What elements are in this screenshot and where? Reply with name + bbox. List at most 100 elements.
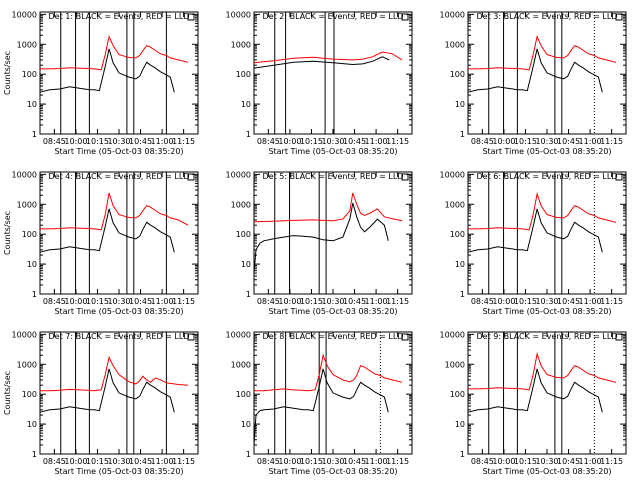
events-rate-line [467, 368, 603, 413]
lld-rate-line [253, 192, 403, 223]
x-tick-label: 10:30 [321, 457, 344, 466]
x-tick-label: 10:00 [492, 297, 515, 306]
y-axis-label: Counts/sec [3, 371, 12, 415]
x-tick-label: 08:45 [43, 457, 66, 466]
x-tick-label: 11:15 [386, 297, 409, 306]
panel-det6: Det 6: BLACK = Events, RED = LLD11010010… [440, 170, 627, 316]
events-rate-line [39, 208, 175, 253]
x-axis-label: Start Time (05-Oct-03 08:35:20) [268, 147, 397, 156]
y-tick-label: 10 [455, 420, 465, 429]
y-tick-label: 1 [460, 450, 465, 459]
lld-rate-line [40, 34, 189, 71]
x-tick-label: 10:45 [129, 457, 152, 466]
corner-box-icon [615, 13, 623, 21]
x-tick-label: 10:00 [492, 457, 515, 466]
y-tick-label: 1000 [445, 200, 465, 209]
x-tick-label: 10:45 [557, 297, 580, 306]
x-tick-label: 11:00 [365, 137, 388, 146]
y-tick-label: 10 [27, 260, 37, 269]
lld-rate-line [468, 34, 617, 71]
corner-box-icon [401, 333, 409, 341]
x-tick-label: 10:45 [343, 297, 366, 306]
x-tick-label: 10:30 [535, 297, 558, 306]
x-tick-label: 10:30 [321, 137, 344, 146]
x-tick-label: 10:00 [64, 297, 87, 306]
x-tick-label: 08:45 [257, 457, 280, 466]
lld-rate-line [468, 192, 617, 231]
x-tick-label: 10:15 [86, 457, 109, 466]
x-tick-label: 11:00 [365, 457, 388, 466]
x-axis-label: Start Time (05-Oct-03 08:35:20) [482, 467, 611, 476]
y-tick-label: 10 [27, 100, 37, 109]
y-tick-label: 1 [246, 450, 251, 459]
lld-rate-line [253, 51, 403, 64]
x-tick-label: 08:45 [471, 297, 494, 306]
y-tick-label: 100 [22, 390, 37, 399]
events-rate-line [39, 48, 175, 93]
x-tick-label: 10:15 [300, 137, 323, 146]
x-axis-label: Start Time (05-Oct-03 08:35:20) [482, 147, 611, 156]
x-tick-label: 10:15 [514, 297, 537, 306]
x-tick-label: 11:15 [172, 457, 195, 466]
y-tick-label: 1 [460, 290, 465, 299]
y-tick-label: 10 [27, 420, 37, 429]
y-tick-label: 100 [236, 230, 251, 239]
x-axis-label: Start Time (05-Oct-03 08:35:20) [268, 307, 397, 316]
x-tick-label: 11:00 [579, 137, 602, 146]
events-rate-line [467, 208, 603, 253]
x-tick-label: 11:00 [579, 457, 602, 466]
plot-frame [253, 171, 413, 295]
panel-det4: Det 4: BLACK = Events, RED = LLD11010010… [3, 170, 199, 316]
x-axis-label: Start Time (05-Oct-03 08:35:20) [54, 307, 183, 316]
x-tick-label: 08:45 [257, 297, 280, 306]
y-tick-label: 10000 [226, 170, 251, 179]
corner-box-icon [187, 333, 195, 341]
x-tick-label: 11:00 [579, 297, 602, 306]
x-tick-label: 10:45 [557, 137, 580, 146]
x-tick-label: 11:15 [600, 137, 623, 146]
y-tick-label: 100 [236, 70, 251, 79]
lld-rate-line [254, 353, 403, 392]
panel-det5: Det 5: BLACK = Events, RED = LLD11010010… [226, 170, 413, 316]
panel-det8: Det 8: BLACK = Events, RED = LLD11010010… [226, 330, 413, 476]
panel-det2: Det 2: BLACK = Events, RED = LLD11010010… [226, 10, 413, 156]
events-rate-line [467, 48, 603, 93]
y-tick-label: 1000 [231, 200, 251, 209]
y-tick-label: 100 [450, 230, 465, 239]
x-tick-label: 11:15 [600, 457, 623, 466]
x-tick-label: 08:45 [471, 457, 494, 466]
x-tick-label: 10:00 [278, 137, 301, 146]
y-tick-label: 1000 [17, 360, 37, 369]
lld-rate-line [40, 192, 189, 231]
y-tick-label: 1000 [231, 360, 251, 369]
x-tick-label: 10:45 [557, 457, 580, 466]
events-rate-line [253, 56, 390, 69]
panel-det9: Det 9: BLACK = Events, RED = LLD11010010… [440, 330, 627, 476]
y-tick-label: 100 [450, 390, 465, 399]
y-tick-label: 10000 [226, 330, 251, 339]
y-tick-label: 1000 [17, 40, 37, 49]
x-tick-label: 10:00 [64, 137, 87, 146]
x-tick-label: 10:45 [129, 137, 152, 146]
y-tick-label: 1 [32, 290, 37, 299]
y-tick-label: 1 [246, 290, 251, 299]
panel-det7: Det 7: BLACK = Events, RED = LLD11010010… [3, 330, 199, 476]
x-tick-label: 10:15 [300, 457, 323, 466]
panel-det1: Det 1: BLACK = Events, RED = LLD11010010… [3, 10, 199, 156]
y-tick-label: 10000 [440, 330, 465, 339]
y-axis-label: Counts/sec [3, 51, 12, 95]
y-tick-label: 100 [22, 70, 37, 79]
corner-box-icon [187, 173, 195, 181]
x-axis-label: Start Time (05-Oct-03 08:35:20) [268, 467, 397, 476]
y-tick-label: 10 [455, 100, 465, 109]
x-tick-label: 11:00 [151, 137, 174, 146]
x-tick-label: 10:45 [129, 297, 152, 306]
x-tick-label: 08:45 [43, 297, 66, 306]
x-tick-label: 10:15 [86, 137, 109, 146]
x-tick-label: 11:15 [600, 297, 623, 306]
y-tick-label: 10000 [440, 170, 465, 179]
y-tick-label: 10 [455, 260, 465, 269]
x-tick-label: 11:00 [365, 297, 388, 306]
x-tick-label: 08:45 [43, 137, 66, 146]
